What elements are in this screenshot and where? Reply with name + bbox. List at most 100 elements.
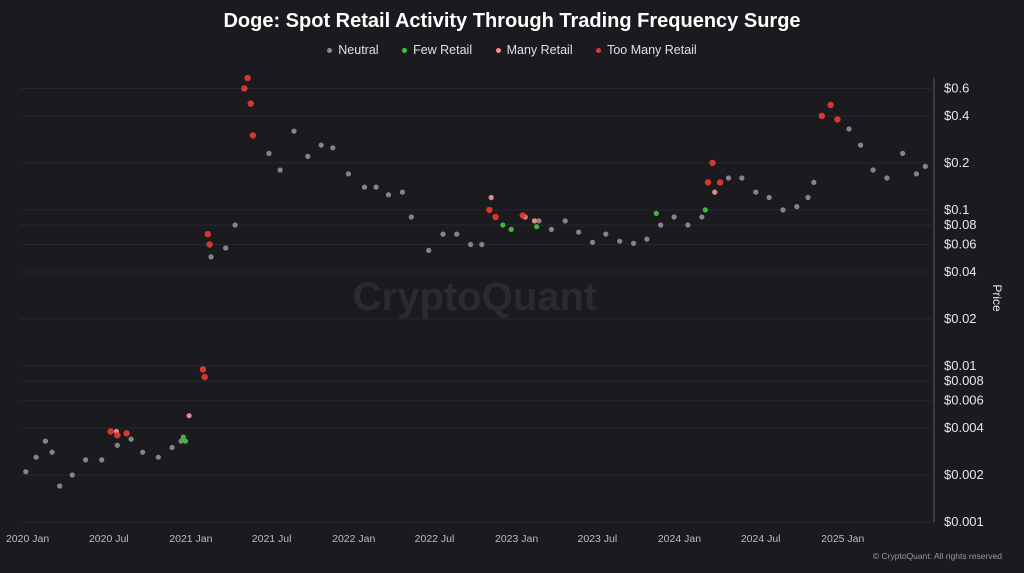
- y-axis-label: Price: [990, 284, 1004, 312]
- point-neutral: [361, 184, 368, 190]
- x-tick-label: 2022 Jan: [332, 533, 375, 545]
- x-axis: 2020 Jan 2020 Jul 2021 Jan 2021 Jul 2022 Jan…: [6, 533, 865, 545]
- point-neutral: [576, 229, 582, 235]
- point-neutral: [440, 231, 446, 237]
- point-few-retail: [182, 438, 189, 444]
- point-neutral: [291, 128, 297, 134]
- legend-item-many-retail[interactable]: Many Retail: [495, 43, 573, 57]
- point-few-retail: [653, 210, 659, 216]
- point-neutral: [548, 226, 555, 232]
- point-neutral: [536, 218, 542, 224]
- point-neutral: [208, 254, 214, 260]
- point-neutral: [83, 457, 89, 463]
- legend-item-neutral[interactable]: Neutral: [327, 43, 379, 57]
- legend-many-retail-marker: [495, 48, 501, 54]
- point-neutral: [858, 142, 864, 148]
- point-neutral: [42, 438, 49, 444]
- x-tick-label: 2023 Jul: [578, 533, 618, 545]
- point-too-many-retail: [247, 100, 254, 107]
- point-too-many-retail: [486, 206, 493, 214]
- point-too-many-retail: [204, 230, 211, 238]
- legend-few-retail-label: Few Retail: [413, 43, 473, 57]
- y-tick-label: $0.1: [944, 202, 969, 217]
- x-tick-label: 2021 Jan: [169, 533, 212, 545]
- point-neutral: [671, 214, 677, 220]
- point-neutral: [114, 442, 120, 448]
- point-neutral: [223, 245, 229, 251]
- legend-neutral-label: Neutral: [338, 43, 379, 57]
- point-too-many-retail: [834, 116, 841, 123]
- point-neutral: [99, 457, 105, 463]
- point-too-many-retail: [492, 213, 499, 221]
- y-tick-label: $0.4: [944, 108, 969, 123]
- y-tick-label: $0.02: [944, 311, 977, 326]
- point-neutral: [385, 192, 392, 198]
- y-axis: $0.6 $0.4 $0.2 $0.1$0.08 $0.06 $0.04 $0.02 $0.0…: [944, 80, 984, 529]
- x-tick-label: 2024 Jul: [741, 533, 781, 545]
- point-neutral: [49, 449, 55, 455]
- point-neutral: [630, 240, 637, 246]
- legend-item-few-retail[interactable]: Few Retail: [402, 43, 472, 57]
- point-few-retail: [500, 222, 506, 228]
- point-neutral: [232, 222, 238, 228]
- y-tick-label: $0.008: [944, 373, 984, 388]
- point-neutral: [266, 150, 272, 156]
- point-neutral: [913, 171, 920, 177]
- legend-neutral-marker: [327, 48, 333, 54]
- x-tick-label: 2023 Jan: [495, 533, 538, 545]
- y-tick-label: $0.6: [944, 80, 969, 95]
- point-neutral: [884, 175, 890, 181]
- y-tick-label: $0.002: [944, 467, 984, 482]
- x-tick-label: 2021 Jul: [252, 533, 292, 545]
- point-neutral: [399, 189, 405, 195]
- point-neutral: [562, 218, 568, 224]
- point-neutral: [468, 241, 474, 248]
- point-neutral: [23, 469, 29, 475]
- point-too-many-retail: [241, 85, 248, 92]
- data-points: [23, 74, 928, 489]
- point-too-many-retail: [114, 432, 121, 439]
- copyright-credit: © CryptoQuant. All rights reserved: [872, 551, 1002, 561]
- point-neutral: [454, 231, 460, 237]
- point-neutral: [870, 167, 876, 173]
- gridlines: [20, 87, 932, 523]
- point-too-many-retail: [123, 430, 130, 437]
- point-neutral: [805, 194, 811, 201]
- y-tick-label: $0.004: [944, 420, 984, 435]
- point-too-many-retail: [201, 373, 208, 381]
- point-neutral: [900, 150, 906, 156]
- point-few-retail: [702, 207, 708, 213]
- point-few-retail: [180, 434, 186, 440]
- point-too-many-retail: [519, 212, 526, 219]
- point-too-many-retail: [244, 74, 251, 82]
- y-tick-label: $0.04: [944, 264, 977, 279]
- point-too-many-retail: [709, 159, 716, 167]
- point-neutral: [739, 175, 745, 181]
- point-neutral: [846, 126, 852, 132]
- point-neutral: [277, 167, 283, 173]
- point-neutral: [33, 454, 39, 460]
- point-neutral: [169, 444, 175, 451]
- point-neutral: [373, 184, 379, 190]
- legend-item-too-many-retail[interactable]: Too Many Retail: [596, 43, 697, 57]
- point-too-many-retail: [716, 179, 724, 186]
- point-many-retail: [186, 413, 192, 419]
- point-many-retail: [488, 194, 494, 201]
- point-too-many-retail: [704, 179, 712, 186]
- point-neutral: [922, 163, 928, 169]
- point-too-many-retail: [818, 112, 825, 120]
- point-few-retail: [508, 226, 514, 232]
- legend: Neutral Few Retail Many Retail Too Many …: [0, 43, 1024, 57]
- point-neutral: [140, 449, 146, 455]
- point-neutral: [69, 472, 75, 478]
- point-neutral: [57, 483, 63, 489]
- point-neutral: [603, 231, 609, 237]
- y-tick-label: $0.01: [944, 358, 977, 373]
- point-neutral: [753, 189, 759, 195]
- point-neutral: [811, 179, 817, 185]
- x-tick-label: 2024 Jan: [658, 533, 701, 545]
- point-too-many-retail: [206, 241, 213, 248]
- point-neutral: [318, 142, 324, 148]
- point-too-many-retail: [199, 366, 207, 373]
- point-neutral: [305, 153, 311, 159]
